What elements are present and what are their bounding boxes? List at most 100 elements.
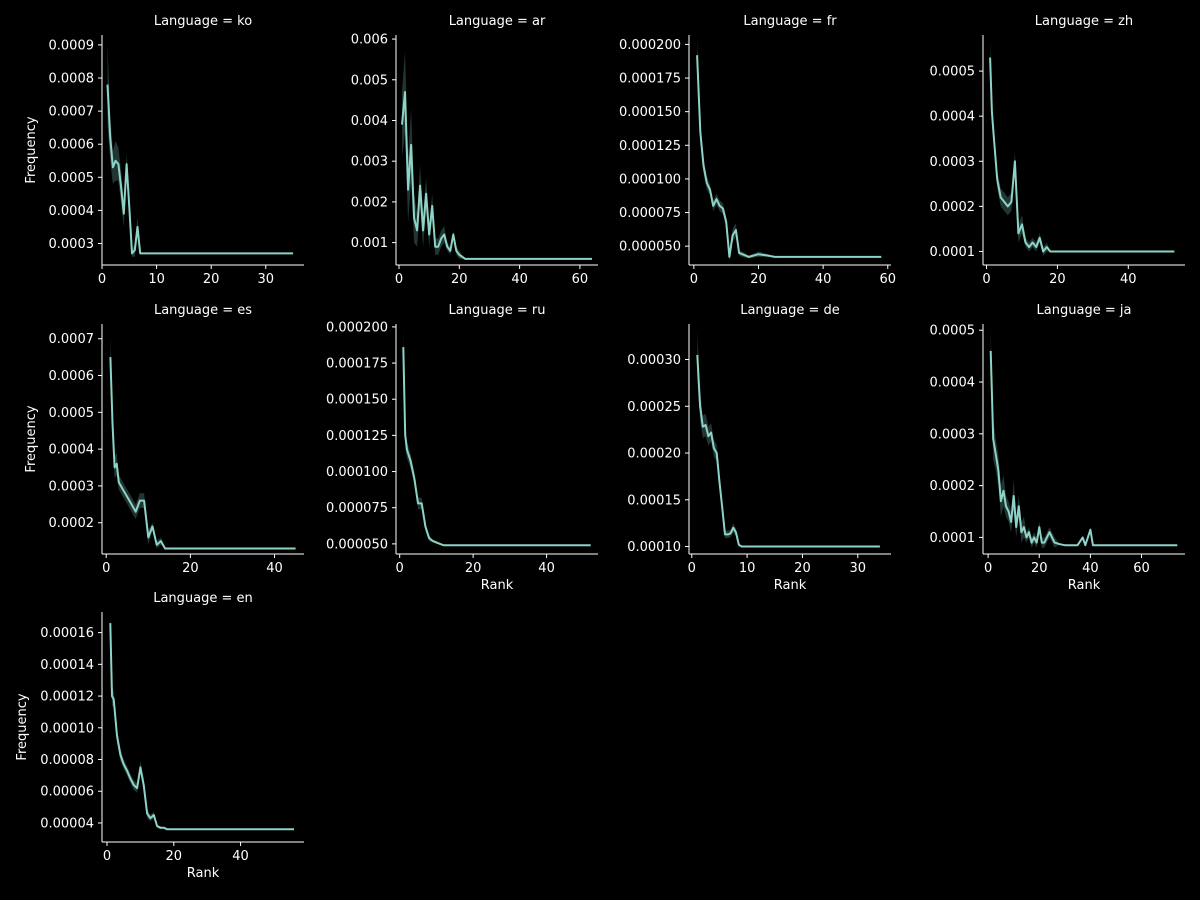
y-tick-label-zh-2: 0.0003 xyxy=(930,155,976,170)
x-tick-label-ja-20: 20 xyxy=(1031,561,1048,576)
x-tick-label-ru-0: 0 xyxy=(396,561,404,576)
x-tick-label-ja-40: 40 xyxy=(1082,561,1099,576)
y-tick-label-ru-1: 0.000075 xyxy=(326,501,388,516)
panel-title-de: Language = de xyxy=(740,303,840,318)
y-tick-label-ar-5: 0.006 xyxy=(351,33,388,48)
panel-title-fr: Language = fr xyxy=(743,14,837,29)
y-tick-label-de-1: 0.00015 xyxy=(627,493,681,508)
y-tick-label-ar-0: 0.001 xyxy=(351,236,388,251)
x-tick-label-ar-0: 0 xyxy=(395,272,403,287)
y-tick-label-fr-3: 0.000125 xyxy=(619,139,681,154)
y-tick-label-en-2: 0.00008 xyxy=(40,753,94,768)
y-tick-label-ko-0: 0.0003 xyxy=(49,237,95,252)
panel-fr: Language = fr 0 20 40 60 0.000050 0.000075 0.00… xyxy=(619,14,896,287)
y-tick-label-en-4: 0.00012 xyxy=(40,690,94,705)
y-tick-label-ru-2: 0.000100 xyxy=(326,465,388,480)
x-tick-label-en-0: 0 xyxy=(103,849,111,864)
y-tick-label-de-4: 0.00030 xyxy=(627,353,681,368)
x-tick-label-ar-40: 40 xyxy=(511,272,528,287)
y-tick-label-ar-3: 0.004 xyxy=(351,114,388,129)
x-tick-label-de-10: 10 xyxy=(739,561,756,576)
x-tick-label-fr-40: 40 xyxy=(815,272,832,287)
x-tick-label-fr-20: 20 xyxy=(750,272,767,287)
y-tick-label-fr-5: 0.000175 xyxy=(619,72,681,87)
y-tick-label-es-3: 0.0005 xyxy=(49,406,95,421)
y-tick-label-es-2: 0.0004 xyxy=(49,443,95,458)
y-tick-label-ar-4: 0.005 xyxy=(351,73,388,88)
y-tick-label-ru-3: 0.000125 xyxy=(326,429,388,444)
x-tick-label-ja-0: 0 xyxy=(984,561,992,576)
y-tick-label-en-5: 0.00014 xyxy=(40,658,94,673)
y-tick-label-ar-2: 0.003 xyxy=(351,155,388,170)
series-line-de xyxy=(696,354,880,548)
panel-zh: Language = zh 0 20 40 0.0001 0.0002 0.0003 0.00… xyxy=(930,14,1185,287)
y-tick-label-de-2: 0.00020 xyxy=(627,447,681,462)
y-tick-label-de-3: 0.00025 xyxy=(627,400,681,415)
y-tick-label-zh-1: 0.0002 xyxy=(930,200,976,215)
x-tick-label-en-40: 40 xyxy=(232,849,249,864)
y-axis-label-en: Frequency xyxy=(15,693,30,760)
x-axis-label-en: Rank xyxy=(187,866,220,881)
series-line-zh xyxy=(989,57,1175,253)
y-tick-label-es-4: 0.0006 xyxy=(49,369,95,384)
y-axis-label-ko: Frequency xyxy=(24,116,39,183)
y-tick-label-ja-2: 0.0003 xyxy=(930,427,976,442)
x-tick-label-ru-20: 20 xyxy=(465,561,482,576)
y-tick-label-ko-3: 0.0006 xyxy=(49,138,95,153)
series-line-ja xyxy=(989,350,1178,547)
x-tick-label-ko-0: 0 xyxy=(98,272,106,287)
x-tick-label-ko-10: 10 xyxy=(148,272,165,287)
x-tick-label-es-0: 0 xyxy=(102,561,110,576)
x-tick-label-ar-20: 20 xyxy=(451,272,468,287)
x-tick-label-ru-40: 40 xyxy=(538,561,555,576)
y-tick-label-ko-4: 0.0007 xyxy=(49,105,95,120)
y-tick-label-fr-1: 0.000075 xyxy=(619,206,681,221)
y-tick-label-es-0: 0.0002 xyxy=(49,516,95,531)
y-tick-label-fr-0: 0.000050 xyxy=(619,240,681,255)
panel-title-ru: Language = ru xyxy=(449,303,546,318)
y-tick-label-ko-2: 0.0005 xyxy=(49,171,95,186)
x-axis-label-de: Rank xyxy=(774,578,807,593)
y-tick-label-es-1: 0.0003 xyxy=(49,479,95,494)
y-tick-label-ja-0: 0.0001 xyxy=(930,531,976,546)
y-tick-label-ko-1: 0.0004 xyxy=(49,204,95,219)
y-tick-label-fr-2: 0.000100 xyxy=(619,172,681,187)
panel-title-ko: Language = ko xyxy=(154,14,252,29)
panel-title-ar: Language = ar xyxy=(449,14,546,29)
y-tick-label-ar-1: 0.002 xyxy=(351,195,388,210)
panel-ru: Language = ru 0 20 40 0.000050 0.000075 0.0001… xyxy=(326,303,598,593)
x-tick-label-ja-60: 60 xyxy=(1133,561,1150,576)
x-tick-label-fr-60: 60 xyxy=(879,272,896,287)
x-tick-label-es-40: 40 xyxy=(266,561,283,576)
y-tick-label-ru-4: 0.000150 xyxy=(326,393,388,408)
y-tick-label-ko-5: 0.0008 xyxy=(49,72,95,87)
series-line-ar xyxy=(401,91,592,260)
x-tick-label-es-20: 20 xyxy=(182,561,199,576)
y-tick-label-ko-6: 0.0009 xyxy=(49,38,95,53)
y-tick-label-ru-0: 0.000050 xyxy=(326,537,388,552)
y-tick-label-ru-6: 0.000200 xyxy=(326,320,388,335)
panel-title-en: Language = en xyxy=(153,591,253,606)
y-tick-label-en-3: 0.00010 xyxy=(40,721,94,736)
x-axis-label-ja: Rank xyxy=(1068,578,1101,593)
series-line-ko xyxy=(106,84,294,255)
panel-ja: Language = ja 0 20 40 60 0.0001 0.0002 0.0003 0.… xyxy=(930,303,1185,593)
panel-title-ja: Language = ja xyxy=(1037,303,1132,318)
panel-title-zh: Language = zh xyxy=(1035,14,1133,29)
facet-panels: Language = ko 0 10 20 30 0.0003 0.0004 0.0005 0.… xyxy=(15,14,1185,881)
series-line-en xyxy=(109,623,294,831)
panel-en: Language = en 0 20 40 0.00004 0.00006 0.00008 0… xyxy=(15,591,304,881)
series-line-fr xyxy=(696,55,882,258)
y-tick-label-ja-3: 0.0004 xyxy=(930,376,976,391)
x-tick-label-ar-60: 60 xyxy=(572,272,589,287)
y-tick-label-de-0: 0.00010 xyxy=(627,540,681,555)
panel-es: Language = es 0 20 40 0.0002 0.0003 0.0004 0.00… xyxy=(24,303,304,576)
x-tick-label-en-20: 20 xyxy=(166,849,183,864)
y-tick-label-en-1: 0.00006 xyxy=(40,785,94,800)
y-tick-label-ja-4: 0.0005 xyxy=(930,324,976,339)
y-tick-label-zh-3: 0.0004 xyxy=(930,110,976,125)
y-tick-label-fr-4: 0.000150 xyxy=(619,105,681,120)
y-tick-label-zh-4: 0.0005 xyxy=(930,65,976,80)
x-tick-label-de-30: 30 xyxy=(850,561,867,576)
